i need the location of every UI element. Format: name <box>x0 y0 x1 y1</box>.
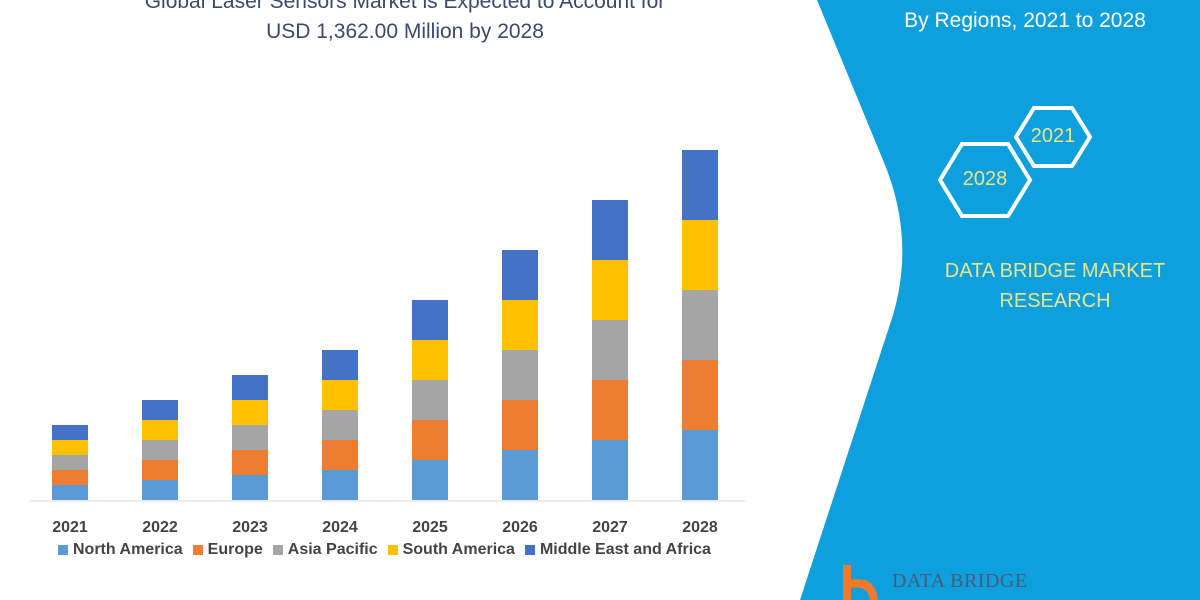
legend-item: South America <box>387 541 515 559</box>
bar-segment-2022-europe <box>142 460 178 480</box>
bar-segment-2023-europe <box>232 450 268 475</box>
blue-panel <box>800 0 1200 600</box>
bar-segment-2028-middle-east-and-africa <box>682 150 718 220</box>
bar-segment-2021-north-america <box>52 485 88 500</box>
bar-segment-2021-middle-east-and-africa <box>52 425 88 440</box>
x-tick-label: 2028 <box>682 519 718 536</box>
bar-segment-2023-north-america <box>232 475 268 500</box>
bar-segment-2027-south-america <box>592 260 628 320</box>
x-tick-label: 2023 <box>232 519 268 536</box>
legend: North America Europe Asia Pacific South Ame… <box>58 541 711 559</box>
bar-segment-2024-north-america <box>322 470 358 500</box>
chart-title-line1: Global Laser Sensors Market is Expected … <box>144 0 666 13</box>
bar-segment-2028-europe <box>682 360 718 430</box>
bar-segment-2025-south-america <box>412 340 448 380</box>
hex-label-2028: 2028 <box>962 168 1008 190</box>
bar-segment-2022-north-america <box>142 480 178 500</box>
legend-item: North America <box>58 541 183 559</box>
bar-segment-2026-europe <box>502 400 538 450</box>
plot-area: 2021 2022 2023 2024 2025 2026 2027 2028 <box>30 150 745 536</box>
legend-item: Middle East and Africa <box>524 541 711 559</box>
bar-segment-2026-north-america <box>502 450 538 500</box>
bar-segment-2023-asia-pacific <box>232 425 268 450</box>
bar-segment-2027-north-america <box>592 440 628 500</box>
bar-segment-2028-north-america <box>682 430 718 500</box>
x-tick-label: 2021 <box>52 519 88 536</box>
legend-label: Europe <box>207 541 263 558</box>
bar-segment-2025-europe <box>412 420 448 460</box>
bar-segment-2022-south-america <box>142 420 178 440</box>
bar-segment-2024-middle-east-and-africa <box>322 350 358 380</box>
legend-swatch <box>58 545 68 555</box>
hexagon-2028 <box>937 142 1033 218</box>
bar-segment-2023-south-america <box>232 400 268 425</box>
bar-segment-2028-south-america <box>682 220 718 290</box>
bar-segment-2023-middle-east-and-africa <box>232 375 268 400</box>
bar-segment-2028-asia-pacific <box>682 290 718 360</box>
bar-segment-2027-europe <box>592 380 628 440</box>
legend-label: North America <box>73 541 183 558</box>
x-tick-label: 2022 <box>142 519 178 536</box>
hex-label-2021: 2021 <box>1030 125 1076 147</box>
chart-subtitle: By Regions, 2021 to 2028 <box>904 9 1146 32</box>
bar-segment-2025-asia-pacific <box>412 380 448 420</box>
bar-segment-2025-middle-east-and-africa <box>412 300 448 340</box>
logo-icon <box>843 565 878 600</box>
bar-segment-2024-asia-pacific <box>322 410 358 440</box>
bar-segment-2026-asia-pacific <box>502 350 538 400</box>
legend-label: South America <box>402 541 515 558</box>
bar-segment-2021-asia-pacific <box>52 455 88 470</box>
bar-segment-2021-europe <box>52 470 88 485</box>
brand-text: DATA BRIDGE MARKET RESEARCH <box>944 260 1166 312</box>
legend-swatch <box>272 545 283 555</box>
x-tick-label: 2024 <box>322 519 358 536</box>
legend-item: Asia Pacific <box>272 541 378 559</box>
bar-segment-2026-south-america <box>502 300 538 350</box>
chart-title-line2: USD 1,362.00 Million by 2028 <box>266 20 544 43</box>
legend-label: Asia Pacific <box>287 541 378 558</box>
x-tick-label: 2026 <box>502 519 538 536</box>
bar-segment-2024-south-america <box>322 380 358 410</box>
legend-swatch <box>192 545 203 555</box>
legend-item: Europe <box>192 541 263 559</box>
bar-segment-2021-south-america <box>52 440 88 455</box>
x-tick-label: 2027 <box>592 519 628 536</box>
bar-segment-2022-middle-east-and-africa <box>142 400 178 420</box>
bar-segment-2025-north-america <box>412 460 448 500</box>
legend-label: Middle East and Africa <box>539 541 711 558</box>
bar-segment-2022-asia-pacific <box>142 440 178 460</box>
hexagon-2021 <box>1013 106 1093 168</box>
legend-swatch <box>524 545 535 555</box>
bar-segment-2024-europe <box>322 440 358 470</box>
bar-segment-2027-asia-pacific <box>592 320 628 380</box>
bar-segment-2027-middle-east-and-africa <box>592 200 628 260</box>
legend-swatch <box>387 545 398 555</box>
logo-text: DATA BRIDGE <box>892 570 1028 592</box>
x-tick-label: 2025 <box>412 519 448 536</box>
bar-segment-2026-middle-east-and-africa <box>502 250 538 300</box>
